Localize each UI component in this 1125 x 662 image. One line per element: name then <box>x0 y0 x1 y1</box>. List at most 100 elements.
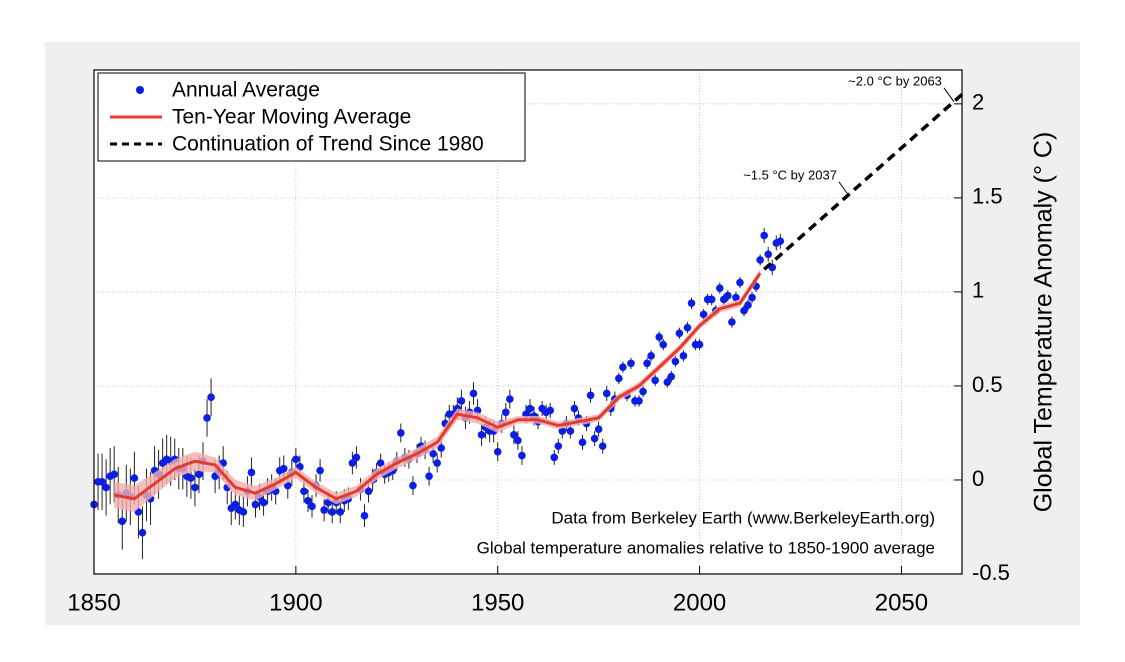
data-point <box>671 357 680 366</box>
data-point <box>207 393 215 402</box>
data-point <box>764 250 773 259</box>
data-point <box>247 468 256 477</box>
legend-label: Continuation of Trend Since 1980 <box>172 133 484 156</box>
axes: 1850 1900 1950 2000 2050 -0.5 0 0.5 1 1.5 2 <box>67 90 1010 617</box>
data-point <box>558 427 567 435</box>
data-point <box>102 483 110 492</box>
data-point <box>586 391 595 400</box>
data-point <box>360 511 369 520</box>
data-point <box>627 359 635 368</box>
data-point <box>469 389 478 398</box>
data-point <box>639 387 647 396</box>
data-point <box>760 231 768 240</box>
data-point <box>364 487 373 496</box>
data-point <box>776 237 785 245</box>
data-point <box>397 429 405 437</box>
y-tick-label: 2 <box>972 90 984 115</box>
data-point <box>203 414 211 422</box>
data-point <box>304 496 312 505</box>
data-point <box>118 517 127 526</box>
data-point <box>643 359 651 368</box>
data-point <box>659 340 668 349</box>
data-point <box>376 459 385 467</box>
data-point <box>336 508 345 516</box>
data-point <box>707 295 716 304</box>
data-point <box>283 481 292 490</box>
y-tick-label: 0.5 <box>972 372 1003 397</box>
data-point <box>554 442 563 450</box>
data-point <box>328 508 336 516</box>
data-point <box>409 481 417 490</box>
legend-label: Annual Average <box>172 79 320 102</box>
data-point <box>590 434 599 443</box>
data-point <box>687 299 696 307</box>
data-point <box>98 478 106 486</box>
data-point <box>506 395 514 403</box>
annotation: ~1.5 °C by 2037 <box>743 167 837 182</box>
x-tick-label: 1950 <box>471 589 524 616</box>
legend-marker <box>136 86 144 94</box>
annotation-leader <box>943 87 955 103</box>
data-point <box>715 284 724 292</box>
annotation-leader <box>838 181 850 197</box>
x-tick-label: 1900 <box>269 589 322 616</box>
annotation: ~2.0 °C by 2063 <box>848 73 942 88</box>
data-point <box>259 498 268 507</box>
data-point <box>602 389 611 398</box>
data-point <box>594 425 603 433</box>
data-point <box>663 378 672 386</box>
data-point <box>279 464 288 473</box>
data-point <box>191 483 199 492</box>
data-point <box>728 318 736 326</box>
data-point <box>647 352 655 360</box>
legend-box <box>97 72 526 162</box>
data-point <box>130 474 139 482</box>
data-point <box>566 427 575 435</box>
data-point <box>510 431 518 439</box>
data-point <box>308 502 316 511</box>
x-tick-label: 1850 <box>67 589 120 616</box>
data-point <box>695 340 704 349</box>
data-point <box>239 508 248 516</box>
data-point <box>187 474 195 482</box>
data-point <box>514 436 522 445</box>
y-tick-label: -0.5 <box>972 560 1010 585</box>
data-point <box>578 438 587 447</box>
data-point <box>699 310 708 319</box>
data-point <box>756 256 764 264</box>
data-point <box>570 404 579 413</box>
data-point <box>457 397 466 405</box>
data-point <box>316 466 324 475</box>
data-point <box>501 408 510 417</box>
data-point <box>651 376 659 385</box>
marks: ~1.5 °C by 2037 ~2.0 °C by 2063 <box>90 73 964 559</box>
data-point <box>667 372 676 381</box>
data-point <box>518 451 526 460</box>
data-point <box>732 293 740 302</box>
plot-frame <box>93 69 963 575</box>
data-point <box>550 453 559 462</box>
data-point <box>655 333 664 341</box>
data-point <box>526 404 534 413</box>
data-point <box>675 329 684 338</box>
data-point <box>292 455 300 464</box>
legend: Annual Average Ten-Year Moving Average Con… <box>97 72 526 162</box>
x-tick-label: 2000 <box>673 589 726 616</box>
data-point <box>615 374 623 383</box>
data-point <box>138 528 147 537</box>
data-point <box>352 453 361 462</box>
data-point <box>679 352 688 360</box>
data-point <box>748 293 756 302</box>
data-point <box>619 363 627 371</box>
data-point <box>231 500 240 509</box>
note: Global temperature anomalies relative to… <box>477 538 935 557</box>
data-point <box>300 487 308 496</box>
data-point <box>598 442 607 450</box>
data-point <box>433 459 441 467</box>
data-point <box>744 301 752 309</box>
moving-average-line <box>113 272 762 501</box>
y-tick-label: 1 <box>972 278 984 303</box>
data-point <box>740 306 748 315</box>
data-point <box>195 470 203 479</box>
